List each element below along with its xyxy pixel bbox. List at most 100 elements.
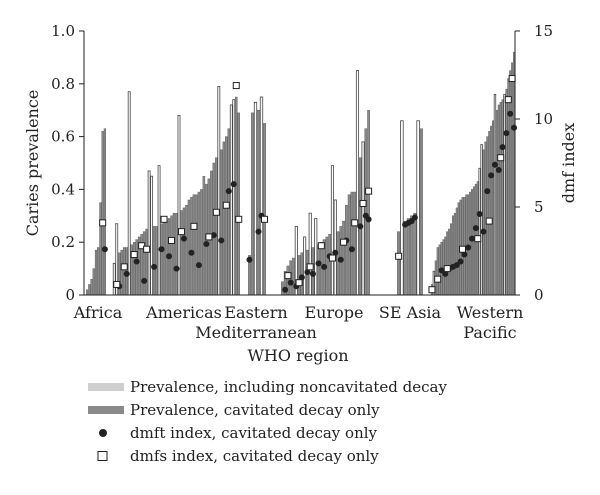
dmfs-point <box>160 215 168 223</box>
prevalence-noncavitated-bar <box>330 165 334 296</box>
prevalence-cavitated-bar <box>88 284 91 296</box>
prevalence-cavitated-bar <box>300 252 304 296</box>
prevalence-cavitated-bar <box>222 141 226 296</box>
prevalence-noncavitated-bar <box>503 93 506 296</box>
prevalence-cavitated-bar <box>406 218 410 296</box>
dmft-point <box>495 167 502 174</box>
dmfs-point <box>328 254 336 262</box>
dmfs-point <box>143 245 151 253</box>
prevalence-cavitated-bar <box>403 220 407 296</box>
prevalence-noncavitated-bar <box>303 236 307 296</box>
y-tick-label-left: 0.8 <box>51 75 75 93</box>
prevalence-noncavitated-bar <box>229 104 233 296</box>
dmfs-point <box>504 96 512 104</box>
prevalence-cavitated-bar <box>410 215 414 296</box>
prevalence-cavitated-bar <box>200 189 203 296</box>
prevalence-noncavitated-bar <box>232 99 236 296</box>
dmfs-point <box>222 201 230 209</box>
dmfs-point <box>205 233 213 241</box>
prevalence-cavitated-bar <box>328 234 332 296</box>
prevalence-noncavitated-bar <box>493 93 497 296</box>
dmft-point <box>472 225 479 232</box>
prevalence-cavitated-bar <box>488 131 491 296</box>
legend: Prevalence, including noncavitated decay… <box>88 378 447 465</box>
prevalence-cavitated-bar <box>501 99 504 296</box>
dmft-point <box>309 270 316 277</box>
prevalence-cavitated-bar <box>92 268 95 296</box>
prevalence-cavitated-bar <box>187 199 191 296</box>
dmft-point <box>511 124 518 131</box>
prevalence-cavitated-bar <box>212 162 216 296</box>
prevalence-cavitated-bar <box>103 128 107 296</box>
dmft-point <box>453 262 460 269</box>
dmft-point <box>101 246 108 253</box>
prevalence-cavitated-bar <box>237 112 240 296</box>
prevalence-cavitated-bar <box>486 136 489 296</box>
dmfs-point <box>295 279 303 287</box>
dmft-point <box>203 240 210 247</box>
prevalence-cavitated-bar <box>336 231 340 296</box>
dmft-point <box>218 237 225 244</box>
dmft-point <box>357 223 364 230</box>
prevalence-cavitated-bar <box>353 191 357 296</box>
prevalence-cavitated-bar <box>235 96 238 296</box>
dmft-point <box>365 216 372 223</box>
y-tick-label-left: 0 <box>65 286 75 304</box>
legend-swatch-dmfs <box>97 451 108 461</box>
dmfs-point <box>120 263 128 271</box>
prevalence-cavitated-bar <box>367 109 370 296</box>
dmfs-point <box>317 242 325 250</box>
prevalence-cavitated-bar <box>482 149 485 296</box>
prevalence-cavitated-bar <box>413 212 417 296</box>
prevalence-cavitated-bar <box>505 88 508 296</box>
prevalence-noncavitated-bar <box>127 91 131 296</box>
prevalence-cavitated-bar <box>97 247 100 296</box>
region-group-se-asia <box>395 120 423 296</box>
legend-swatch-dmft <box>99 429 107 437</box>
dmft-point <box>461 251 468 258</box>
legend-swatch-cavitated <box>88 406 124 414</box>
dmfs-point <box>212 208 220 216</box>
prevalence-cavitated-bar <box>135 239 138 296</box>
dmfs-point <box>459 245 466 253</box>
legend-label: Prevalence, cavitated decay only <box>130 401 380 419</box>
x-axis-label: WHO region <box>247 346 348 365</box>
prevalence-cavitated-bar <box>492 120 495 296</box>
y-axis-label-left: Caries prevalence <box>23 90 42 237</box>
y-axis-label-right: dmf index <box>559 123 578 204</box>
prevalence-cavitated-bar <box>350 191 354 296</box>
dmft-point <box>195 262 202 269</box>
dmfs-point <box>508 75 516 83</box>
prevalence-cavitated-bar <box>225 136 228 296</box>
y-tick-label-left: 0.2 <box>51 233 75 251</box>
y-tick-label-left: 0.4 <box>51 180 75 198</box>
dmft-point <box>166 253 173 260</box>
dmft-point <box>469 235 476 242</box>
prevalence-cavitated-bar <box>397 231 401 296</box>
prevalence-cavitated-bar <box>192 194 196 296</box>
y-tick-label-right: 0 <box>534 286 544 304</box>
prevalence-cavitated-bar <box>227 128 231 296</box>
dmft-point <box>465 244 472 251</box>
dmfs-point <box>443 265 451 273</box>
dmfs-point <box>232 82 240 90</box>
dmft-point <box>133 258 140 265</box>
prevalence-cavitated-bar <box>497 104 500 296</box>
dmfs-point <box>177 228 185 236</box>
dmft-point <box>158 246 165 253</box>
y-tick-label-left: 1.0 <box>51 22 75 40</box>
region-group-eastern-mediterranean <box>246 96 268 296</box>
prevalence-noncavitated-bar <box>150 175 154 296</box>
prevalence-cavitated-bar <box>195 194 198 296</box>
region-label: Pacific <box>463 323 516 342</box>
prevalence-noncavitated-bar <box>217 86 221 296</box>
y-tick-label-left: 0.6 <box>51 128 75 146</box>
region-label: Eastern <box>224 303 287 322</box>
prevalence-noncavitated-bar <box>147 170 151 296</box>
dmft-point <box>123 270 130 277</box>
dmft-point <box>282 286 289 293</box>
dmft-point <box>442 270 449 277</box>
prevalence-cavitated-bar <box>180 210 183 296</box>
prevalence-cavitated-bar <box>257 109 260 296</box>
prevalence-noncavitated-bar <box>157 165 161 296</box>
